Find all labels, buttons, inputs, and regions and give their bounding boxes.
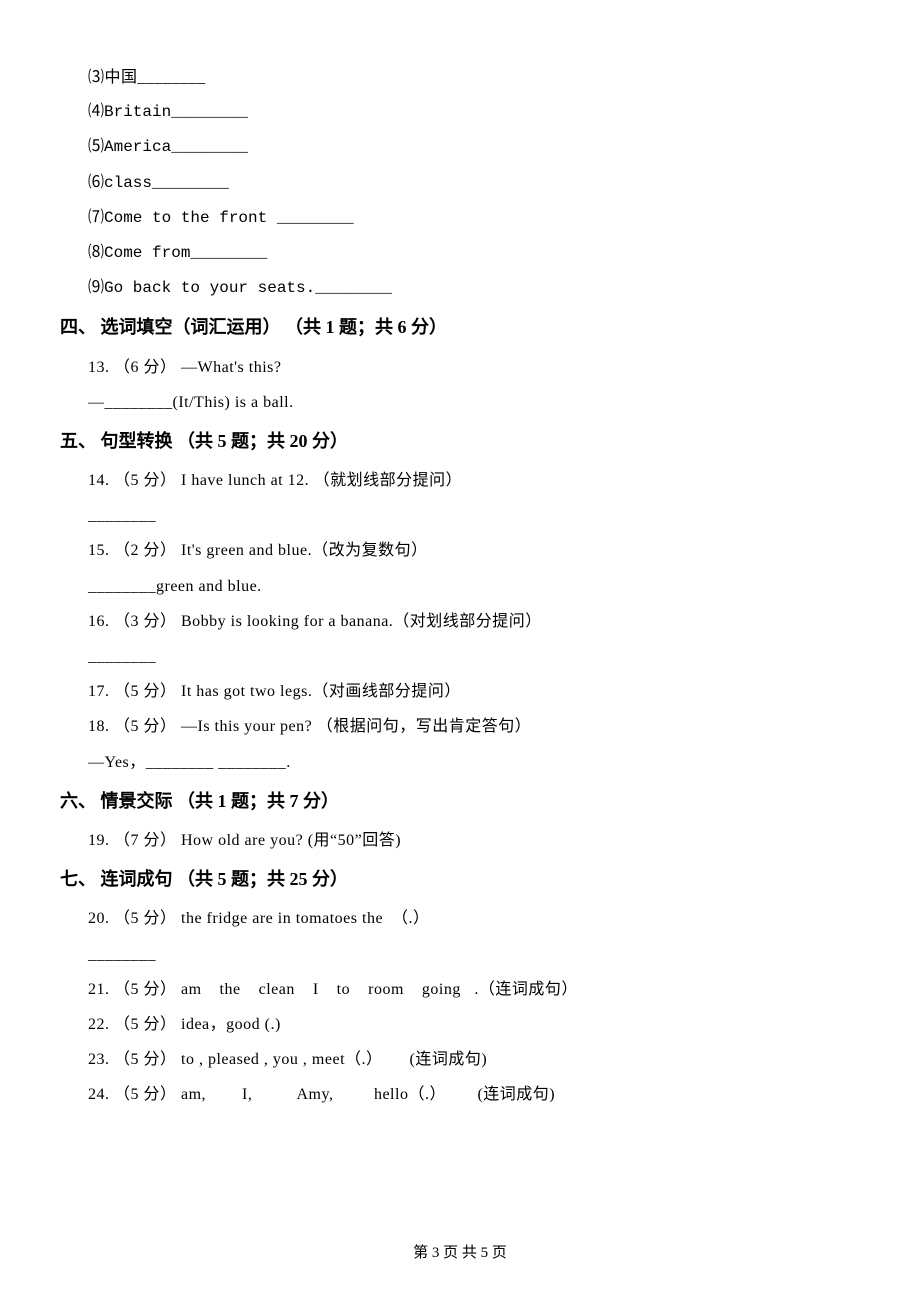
question-20: 20. （5 分） the fridge are in tomatoes the… [60,901,860,936]
section-6-heading: 六、 情景交际 （共 1 题；共 7 分） [60,780,860,823]
fill-item-8: ⑻Come from________ [60,236,860,271]
question-18: 18. （5 分） —Is this your pen? （根据问句，写出肯定答… [60,709,860,744]
question-13-line1: 13. （6 分） —What's this? [60,350,860,385]
page-footer: 第 3 页 共 5 页 [0,1241,920,1262]
question-15-line2: ________green and blue. [60,569,860,604]
question-24: 24. （5 分） am, I, Amy, hello（.） (连词成句) [60,1077,860,1112]
question-20-blank: ________ [60,937,860,972]
fill-item-6: ⑹class________ [60,166,860,201]
question-17: 17. （5 分） It has got two legs.（对画线部分提问） [60,674,860,709]
question-22: 22. （5 分） idea，good (.) [60,1007,860,1042]
question-19: 19. （7 分） How old are you? (用“50”回答) [60,823,860,858]
question-16-blank: ________ [60,639,860,674]
fill-item-9: ⑼Go back to your seats.________ [60,271,860,306]
fill-item-4: ⑷Britain________ [60,95,860,130]
section-7-heading: 七、 连词成句 （共 5 题；共 25 分） [60,858,860,901]
section-4-heading: 四、 选词填空（词汇运用） （共 1 题；共 6 分） [60,306,860,349]
fill-item-3: ⑶中国________ [60,60,860,95]
question-16: 16. （3 分） Bobby is looking for a banana.… [60,604,860,639]
fill-item-7: ⑺Come to the front ________ [60,201,860,236]
question-15: 15. （2 分） It's green and blue.（改为复数句） [60,533,860,568]
document-page: ⑶中国________ ⑷Britain________ ⑸America___… [0,0,920,1302]
question-13-line2: —________(It/This) is a ball. [60,385,860,420]
question-14-blank: ________ [60,498,860,533]
question-21: 21. （5 分） am the clean I to room going .… [60,972,860,1007]
question-23: 23. （5 分） to , pleased , you , meet（.） (… [60,1042,860,1077]
section-5-heading: 五、 句型转换 （共 5 题；共 20 分） [60,420,860,463]
question-18-line2: —Yes，________ ________. [60,745,860,780]
question-14: 14. （5 分） I have lunch at 12. （就划线部分提问） [60,463,860,498]
fill-item-5: ⑸America________ [60,130,860,165]
